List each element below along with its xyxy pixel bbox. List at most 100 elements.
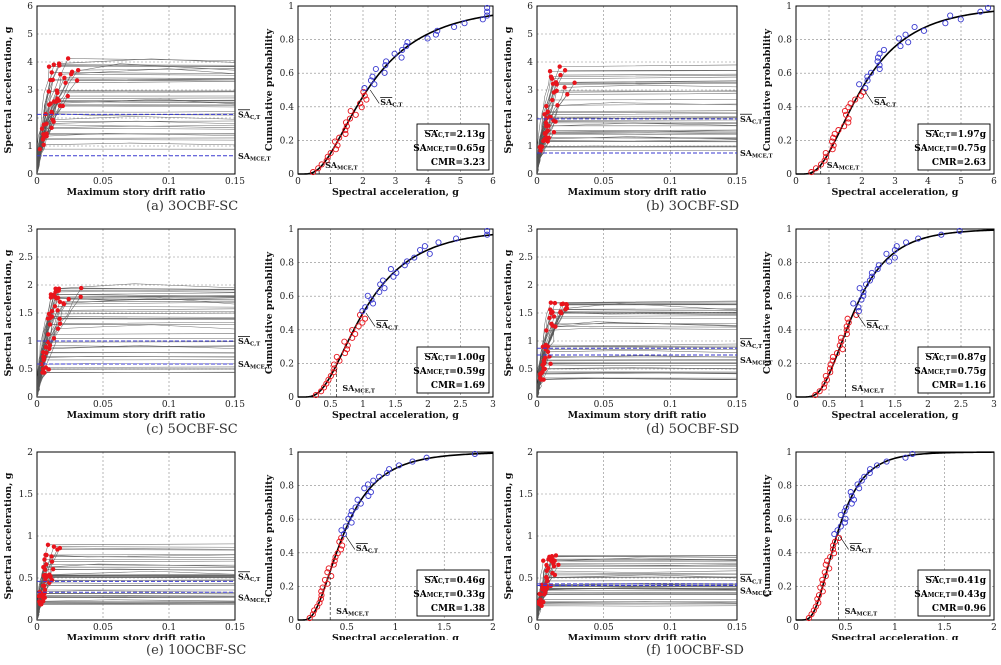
sa-label-sub: MCE,T <box>250 598 272 604</box>
info-box-line: CMR=1.69 <box>431 381 485 391</box>
ida-curve <box>37 91 235 174</box>
empirical-point <box>957 16 964 23</box>
ida-curve <box>37 359 235 397</box>
collapse-point <box>41 354 46 359</box>
empirical-point <box>845 119 852 126</box>
collapse-point <box>46 332 51 337</box>
collapse-point <box>552 558 557 564</box>
empirical-point <box>315 165 322 172</box>
sa-label-main: SA <box>845 606 858 616</box>
sa-label-main: SA <box>866 320 879 330</box>
y-tick-label: 0.8 <box>778 259 793 269</box>
empirical-point <box>317 595 324 603</box>
empirical-point <box>382 62 389 69</box>
empirical-point <box>421 243 428 250</box>
collapse-point <box>54 98 60 104</box>
ida-curve <box>537 121 737 174</box>
mce-label: SAMCE,T <box>845 606 879 618</box>
ida-curve <box>37 296 235 397</box>
ida-curve <box>37 599 235 620</box>
y-tick-label: 2 <box>527 281 533 291</box>
x-axis-label: Spectral acceleration, g <box>332 187 459 198</box>
ida-curve <box>537 113 737 174</box>
empirical-point <box>399 46 406 53</box>
ida-curve <box>537 377 737 397</box>
x-tick-label: 2.5 <box>453 400 468 410</box>
collapse-point <box>47 572 52 577</box>
empirical-point <box>361 92 368 99</box>
info-box-line: CMR=3.23 <box>431 158 485 168</box>
empirical-point <box>362 304 369 311</box>
x-axis-label: Maximum story drift ratio <box>568 187 707 198</box>
empirical-point <box>342 119 350 126</box>
ida-curve <box>537 572 737 620</box>
ida-curve <box>37 368 235 397</box>
empirical-point <box>891 254 898 261</box>
empirical-point <box>868 269 875 276</box>
info-box-line: SAMCE,T=0.59g <box>413 367 485 377</box>
y-tick-label: 3 <box>27 225 33 235</box>
collapse-point <box>61 301 66 306</box>
info-main: SA <box>413 590 427 600</box>
ida-curves <box>537 300 737 397</box>
y-tick-label: 0 <box>786 170 792 180</box>
empirical-point <box>874 266 881 273</box>
sa-label-main: SA <box>238 359 251 369</box>
empirical-point <box>328 573 335 580</box>
plot-frame <box>795 5 995 175</box>
sa-mct-label: SAMCE,T <box>740 148 774 160</box>
y-tick-label: 0.6 <box>280 515 295 525</box>
x-tick-label: 6 <box>991 177 997 187</box>
empirical-point <box>905 39 912 46</box>
empirical-point <box>827 553 834 561</box>
fitted-fragility-curve <box>298 233 494 398</box>
info-box-line: CMR=1.16 <box>932 381 986 391</box>
empirical-point <box>824 557 831 564</box>
empirical-point <box>372 65 379 73</box>
mce-label: SAMCE,T <box>336 606 370 618</box>
info-sub: C,T <box>438 132 450 139</box>
y-tick-label: 0.2 <box>280 136 294 146</box>
y-tick-label: 0 <box>27 170 33 180</box>
ida-curve <box>37 98 235 174</box>
sa-label-main: SA <box>376 320 389 330</box>
y-axis-label: Spectral acceleration, g <box>503 472 514 599</box>
empirical-point <box>379 277 387 284</box>
ida-plot-c-ida: 0 0.05 0.1 0.15 0 0.5 1 1.5 2 2.5 3 Maximum story d… <box>3 225 272 421</box>
y-tick-label: 0.6 <box>778 292 793 302</box>
y-axis-label: Cumulative probability <box>264 28 275 151</box>
ida-curve <box>537 137 737 174</box>
empirical-point <box>841 519 848 526</box>
x-axis-label: Spectral acceleration, g <box>832 633 959 640</box>
ida-curve <box>537 308 737 397</box>
x-tick-label: 0.5 <box>822 400 837 410</box>
ida-curve <box>537 594 737 620</box>
y-axis-label: Spectral acceleration, g <box>3 249 14 376</box>
y-tick-label: 0.6 <box>778 69 793 79</box>
info-box-line: SAC,T=0.87g <box>926 353 987 363</box>
empirical-point <box>349 334 356 341</box>
empirical-point <box>435 239 442 246</box>
empirical-point <box>880 46 888 53</box>
median-leader <box>863 89 874 104</box>
collapse-point <box>547 69 553 74</box>
y-tick-label: 0.4 <box>778 103 793 113</box>
info-val: =0.59g <box>449 367 485 377</box>
ida-curve <box>37 305 235 397</box>
empirical-point <box>361 485 368 492</box>
empirical-point <box>862 281 870 288</box>
y-tick-label: 0.4 <box>280 103 295 113</box>
empirical-point <box>837 523 844 530</box>
info-val: =0.65g <box>449 144 485 154</box>
collapse-point <box>51 62 57 67</box>
empirical-point <box>829 546 836 553</box>
empirical-point <box>837 334 845 341</box>
info-main: SA <box>914 367 928 377</box>
ida-curve <box>537 145 737 174</box>
y-tick-label: 1 <box>288 225 294 235</box>
median-leader <box>856 312 866 327</box>
plot-frame <box>795 228 995 398</box>
empirical-point <box>318 588 325 595</box>
empirical-point <box>867 466 874 473</box>
sa-label-sub: C,T <box>250 577 261 583</box>
